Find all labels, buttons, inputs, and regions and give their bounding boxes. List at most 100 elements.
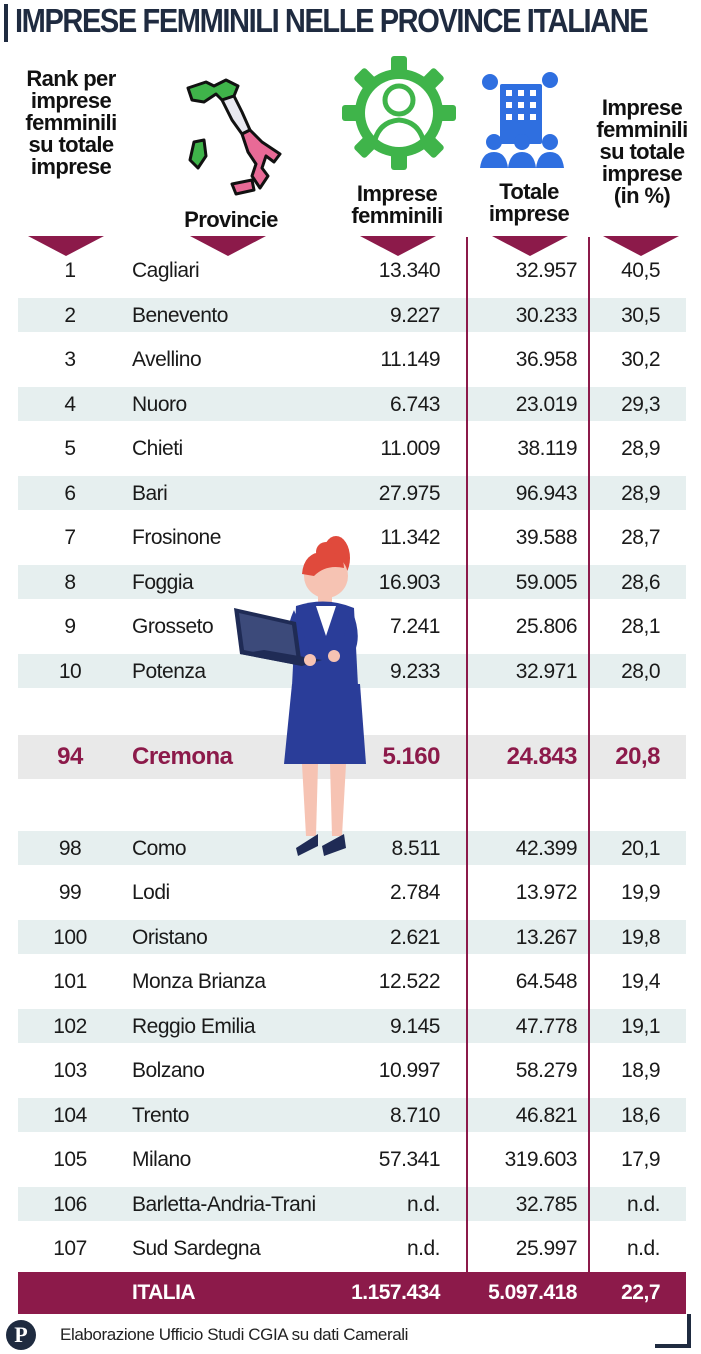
cell-provincia: Avellino <box>132 348 202 371</box>
column-divider-percent <box>588 237 590 1314</box>
cell-rank: 100 <box>53 926 87 949</box>
table-row-total: ITALIA 1.157.434 5.097.418 22,7 <box>18 1272 686 1314</box>
table-row: 101 Monza Brianza 12.522 64.548 19,4 <box>18 964 686 998</box>
cell-rank: 98 <box>58 837 82 860</box>
cell-femminili: 9.145 <box>389 1015 441 1038</box>
cell-totale: 13.972 <box>515 881 578 904</box>
table-row: 2 Benevento 9.227 30.233 30,5 <box>18 298 686 332</box>
cell-percent: 19,9 <box>621 881 660 904</box>
cell-totale: 64.548 <box>515 970 578 993</box>
cell-provincia: Cagliari <box>132 259 200 282</box>
cell-totale: 30.233 <box>515 304 578 327</box>
cell-rank: 5 <box>64 437 76 460</box>
source-note: Elaborazione Ufficio Studi CGIA su dati … <box>60 1325 409 1344</box>
cell-totale: 319.603 <box>504 1148 578 1171</box>
cell-totale: 5.097.418 <box>488 1281 577 1304</box>
cell-provincia: Barletta-Andria-Trani <box>132 1193 316 1216</box>
cell-totale: 25.806 <box>515 615 578 638</box>
cell-totale: 36.958 <box>515 348 578 371</box>
cell-provincia: Como <box>132 837 187 860</box>
cell-rank: 104 <box>53 1104 87 1127</box>
table-row: 107 Sud Sardegna n.d. 25.997 n.d. <box>18 1231 686 1265</box>
cell-totale: 38.119 <box>517 437 577 460</box>
cell-rank: 94 <box>57 743 83 770</box>
table-row: 103 Bolzano 10.997 58.279 18,9 <box>18 1053 686 1087</box>
publisher-logo: P <box>6 1320 36 1350</box>
cell-provincia: Bari <box>132 482 168 505</box>
cell-percent: 28,1 <box>621 615 660 638</box>
table-row: 6 Bari 27.975 96.943 28,9 <box>18 476 686 510</box>
cell-provincia: Monza Brianza <box>132 970 266 993</box>
cell-femminili: 11.009 <box>380 437 440 460</box>
cell-totale: 42.399 <box>515 837 578 860</box>
cell-provincia: Oristano <box>132 926 208 949</box>
cell-totale: 24.843 <box>506 743 578 770</box>
cell-percent: 18,6 <box>621 1104 660 1127</box>
header-arrow-percent <box>603 236 679 256</box>
table-row: 7 Frosinone 11.342 39.588 28,7 <box>18 520 686 554</box>
cell-rank: 8 <box>64 571 76 594</box>
cell-percent: 18,9 <box>621 1059 660 1082</box>
cell-percent: 22,7 <box>621 1281 660 1304</box>
header-rank: Rank per imprese femminili su totale imp… <box>25 66 117 179</box>
cell-totale: 32.971 <box>515 660 578 683</box>
cell-totale: 25.997 <box>515 1237 578 1260</box>
table-row: 106 Barletta-Andria-Trani n.d. 32.785 n.… <box>18 1187 686 1221</box>
cell-totale: 59.005 <box>515 571 578 594</box>
cell-rank: 107 <box>53 1237 87 1260</box>
cell-percent: 28,7 <box>621 526 660 549</box>
cell-provincia: Foggia <box>132 571 194 594</box>
cell-percent: 28,9 <box>621 482 660 505</box>
cell-totale: 32.957 <box>515 259 578 282</box>
cell-femminili: 13.340 <box>378 259 441 282</box>
cell-percent: 20,1 <box>621 837 660 860</box>
cell-totale: 39.588 <box>515 526 578 549</box>
cell-femminili: 2.784 <box>389 881 441 904</box>
cell-provincia: Lodi <box>132 881 170 904</box>
cell-percent: 30,5 <box>621 304 660 327</box>
cell-totale: 13.267 <box>515 926 578 949</box>
cell-femminili: 16.903 <box>378 571 441 594</box>
header-femminili: Imprese femminili <box>351 181 443 228</box>
frame-corner-top-left <box>4 4 8 42</box>
cell-percent: n.d. <box>626 1237 661 1260</box>
table-row: 8 Foggia 16.903 59.005 28,6 <box>18 565 686 599</box>
cell-provincia: Trento <box>132 1104 189 1127</box>
table-row: 4 Nuoro 6.743 23.019 29,3 <box>18 387 686 421</box>
table-row: 104 Trento 8.710 46.821 18,6 <box>18 1098 686 1132</box>
cell-rank: 9 <box>64 615 76 638</box>
cell-femminili: 57.341 <box>378 1148 441 1171</box>
header-arrow-femminili <box>360 236 436 256</box>
cell-femminili: 7.241 <box>389 615 441 638</box>
cell-totale: 58.279 <box>515 1059 578 1082</box>
column-divider-totale <box>466 237 468 1314</box>
cell-femminili: 9.233 <box>389 660 441 683</box>
cell-provincia: Sud Sardegna <box>132 1237 261 1260</box>
cell-provincia: Frosinone <box>132 526 221 549</box>
cell-provincia: Grosseto <box>132 615 214 638</box>
cell-totale: 32.785 <box>515 1193 578 1216</box>
cell-provincia: Milano <box>132 1148 191 1171</box>
page-title: IMPRESE FEMMINILI NELLE PROVINCE ITALIAN… <box>15 2 649 39</box>
table-row: 100 Oristano 2.621 13.267 19,8 <box>18 920 686 954</box>
header-percent: Imprese femminili su totale imprese (in … <box>596 95 688 208</box>
businesswoman-laptop-illustration <box>234 536 366 856</box>
frame-corner-bottom-right <box>655 1314 691 1348</box>
cell-rank: 105 <box>53 1148 87 1171</box>
table-row: 1 Cagliari 13.340 32.957 40,5 <box>18 253 686 287</box>
cell-femminili: 2.621 <box>389 926 441 949</box>
cell-rank: 102 <box>53 1015 87 1038</box>
table-row: 9 Grosseto 7.241 25.806 28,1 <box>18 609 686 643</box>
cell-femminili: 11.149 <box>380 348 440 371</box>
table-row: 105 Milano 57.341 319.603 17,9 <box>18 1142 686 1176</box>
cell-totale: 96.943 <box>515 482 578 505</box>
table-row: 99 Lodi 2.784 13.972 19,9 <box>18 875 686 909</box>
table-row: 3 Avellino 11.149 36.958 30,2 <box>18 342 686 376</box>
cell-percent: 30,2 <box>621 348 660 371</box>
cell-totale: 47.778 <box>515 1015 578 1038</box>
italy-map-icon <box>186 78 282 196</box>
table-row: 102 Reggio Emilia 9.145 47.778 19,1 <box>18 1009 686 1043</box>
cell-percent: 28,0 <box>621 660 660 683</box>
cell-provincia: Potenza <box>132 660 206 683</box>
businesswoman-gear-icon <box>342 56 456 170</box>
